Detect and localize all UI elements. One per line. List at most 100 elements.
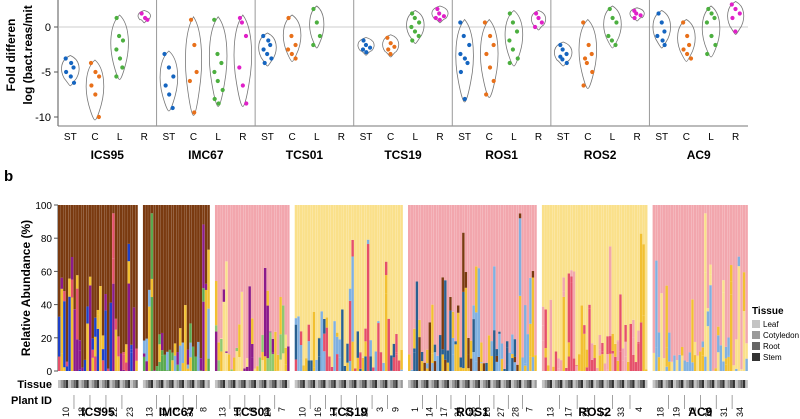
tissue-strip-cell xyxy=(722,380,725,388)
plant-id-label: 28 xyxy=(510,407,520,417)
bar-segment xyxy=(732,205,735,366)
bar-segment xyxy=(601,354,604,371)
tissue-strip-cell xyxy=(397,380,401,388)
tissue-strip-cell xyxy=(467,380,470,388)
tissue-strip-cell xyxy=(240,380,244,388)
data-point xyxy=(659,20,664,25)
bar-segment xyxy=(637,330,640,343)
data-point xyxy=(564,60,569,66)
bar-segment xyxy=(446,205,450,351)
bar-segment xyxy=(173,205,177,344)
bar-segment xyxy=(307,205,311,325)
bar-segment xyxy=(413,348,416,353)
tissue-strip-cell xyxy=(130,380,133,388)
plant-id-row-label: Plant ID xyxy=(11,395,52,407)
data-point xyxy=(416,33,421,39)
tissue-strip-cell xyxy=(258,380,262,388)
tissue-strip-cell xyxy=(490,380,493,388)
bar-segment xyxy=(441,349,444,355)
bar-segment xyxy=(243,205,246,369)
bar-segment xyxy=(433,205,437,345)
bar-segment xyxy=(261,335,264,353)
bar-segment xyxy=(665,205,668,286)
bar-segment xyxy=(346,205,349,344)
bar-segment xyxy=(359,353,362,369)
tissue-tick-label: L xyxy=(511,132,517,143)
data-point xyxy=(367,45,373,50)
bar-segment xyxy=(366,205,370,240)
bar-segment xyxy=(127,243,131,262)
bar-segment xyxy=(94,205,97,318)
bar-segment xyxy=(668,332,671,362)
bar-segment xyxy=(637,205,640,331)
bar-segment xyxy=(639,322,643,371)
bar-segment xyxy=(456,305,460,313)
tissue-strip-cell xyxy=(235,380,239,388)
bar-segment xyxy=(508,352,511,370)
tissue-strip-cell xyxy=(204,380,208,388)
tissue-strip-cell xyxy=(446,380,450,388)
tissue-strip-cell xyxy=(508,380,511,388)
data-point xyxy=(581,83,586,88)
tissue-strip-cell xyxy=(675,380,679,388)
bar-segment xyxy=(395,205,398,335)
data-point xyxy=(709,33,714,39)
bar-segment xyxy=(732,365,735,371)
bar-segment xyxy=(184,305,187,308)
bar-segment xyxy=(660,293,663,371)
bar-segment xyxy=(153,370,156,371)
bar-segment xyxy=(253,205,257,369)
bar-segment xyxy=(444,205,447,281)
bar-segment xyxy=(454,205,457,342)
bar-segment xyxy=(722,205,725,281)
bar-segment xyxy=(387,318,390,371)
tissue-strip-cell xyxy=(580,380,584,388)
bar-segment xyxy=(109,205,112,303)
bar-segment xyxy=(207,205,210,250)
tissue-strip-cell xyxy=(119,380,123,388)
violin-shape xyxy=(85,59,105,121)
tissue-strip-cell xyxy=(516,380,519,388)
plant-id-label: 29 xyxy=(262,407,272,417)
data-point xyxy=(162,51,167,57)
data-point xyxy=(686,42,692,48)
bar-segment xyxy=(325,205,329,318)
bar-segment xyxy=(356,205,360,332)
tissue-strip-cell xyxy=(590,380,594,388)
tissue-strip-cell xyxy=(428,380,432,388)
tissue-strip-cell xyxy=(194,380,197,388)
bar-segment xyxy=(614,356,617,371)
bar-segment xyxy=(127,283,131,371)
bar-segment xyxy=(642,315,645,371)
bar-segment xyxy=(480,205,483,343)
tissue-strip-cell xyxy=(431,380,434,388)
bar-segment xyxy=(266,290,269,306)
bar-segment xyxy=(220,205,223,339)
bar-segment xyxy=(706,205,710,309)
bar-segment xyxy=(323,205,326,319)
bar-segment xyxy=(101,360,105,371)
bar-segment xyxy=(307,360,311,371)
data-point xyxy=(441,14,447,19)
bar-segment xyxy=(410,369,414,371)
bar-segment xyxy=(173,343,177,356)
bar-segment xyxy=(472,352,475,371)
bar-segment xyxy=(500,205,504,344)
bar-segment xyxy=(366,244,370,289)
bar-segment xyxy=(392,357,396,371)
plant-id-label: 4 xyxy=(634,407,644,412)
bar-segment xyxy=(269,331,272,333)
legend-label: Stem xyxy=(763,353,782,362)
bar-segment xyxy=(436,355,439,371)
bar-segment xyxy=(531,277,535,358)
bar-segment xyxy=(101,349,105,361)
bar-segment xyxy=(665,285,668,348)
bar-segment xyxy=(65,366,69,371)
tissue-strip-cell xyxy=(426,380,429,388)
bar-segment xyxy=(596,205,599,368)
bar-segment xyxy=(462,205,465,233)
legend-swatch xyxy=(752,320,760,328)
data-point xyxy=(606,33,611,39)
tissue-strip-cell xyxy=(248,380,251,388)
data-point xyxy=(69,60,74,66)
